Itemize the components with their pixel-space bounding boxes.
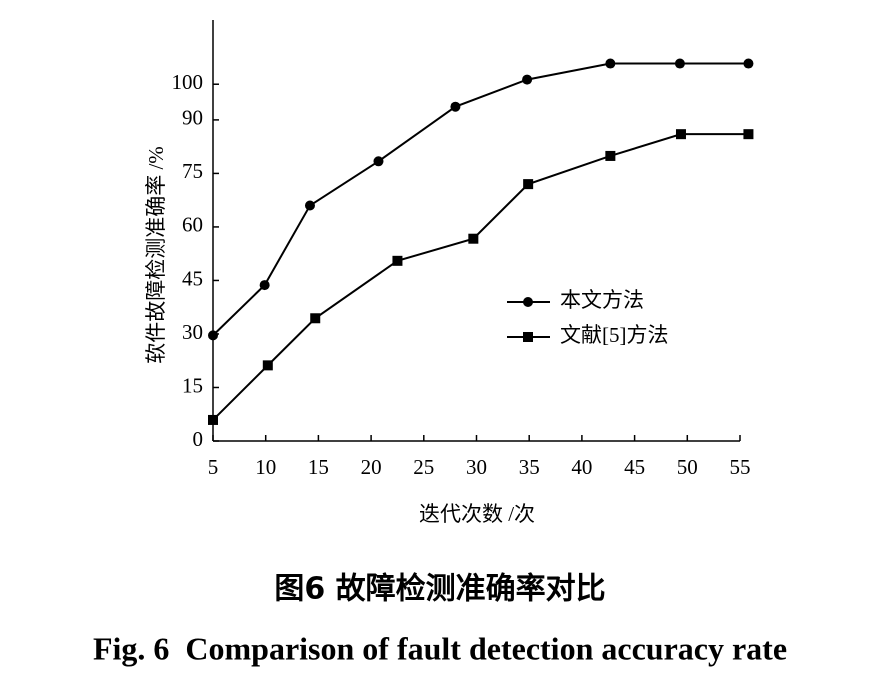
legend-marker [523, 332, 533, 342]
marker [605, 58, 616, 69]
caption-en: Fig. 6 Comparison of fault detection acc… [93, 630, 787, 666]
legend-label: 本文方法 [560, 288, 644, 312]
x-tick-label: 30 [466, 455, 487, 479]
marker [450, 101, 461, 112]
marker [523, 179, 534, 190]
x-tick-label: 55 [730, 455, 751, 479]
marker [310, 313, 321, 324]
series-line [212, 133, 749, 421]
y-tick-label: 0 [193, 427, 204, 451]
marker [259, 280, 270, 291]
x-tick-label: 10 [255, 455, 276, 479]
x-tick-label: 50 [677, 455, 698, 479]
y-tick-label: 15 [182, 373, 203, 397]
marker [304, 200, 315, 211]
caption-cn: 图6 故障检测准确率对比 [274, 572, 605, 607]
x-tick-label: 40 [571, 455, 592, 479]
marker [605, 150, 616, 161]
y-tick-label: 30 [182, 320, 203, 344]
y-tick-label: 75 [182, 159, 203, 183]
marker [674, 58, 685, 69]
x-tick-label: 20 [361, 455, 382, 479]
y-tick-label: 45 [182, 266, 203, 290]
legend-marker [523, 297, 533, 307]
marker [522, 74, 533, 85]
series-line [212, 62, 749, 337]
marker [675, 129, 686, 140]
marker [392, 255, 403, 266]
x-tick-label: 5 [208, 455, 219, 479]
x-tick-label: 45 [624, 455, 645, 479]
y-tick-label: 90 [182, 106, 203, 130]
x-tick-label: 35 [519, 455, 540, 479]
marker [743, 129, 754, 140]
y-axis-label: 软件故障检测准确率 /% [144, 146, 168, 364]
legend-label: 文献[5]方法 [560, 323, 669, 347]
y-tick-label: 60 [182, 213, 203, 237]
x-tick-label: 25 [413, 455, 434, 479]
marker [208, 414, 218, 425]
marker [743, 58, 754, 69]
marker [262, 360, 273, 371]
marker [373, 156, 384, 167]
x-axis-label: 迭代次数 /次 [419, 502, 535, 526]
marker [208, 330, 218, 341]
y-tick-label: 100 [172, 70, 204, 94]
x-tick-label: 15 [308, 455, 329, 479]
marker [468, 233, 479, 244]
